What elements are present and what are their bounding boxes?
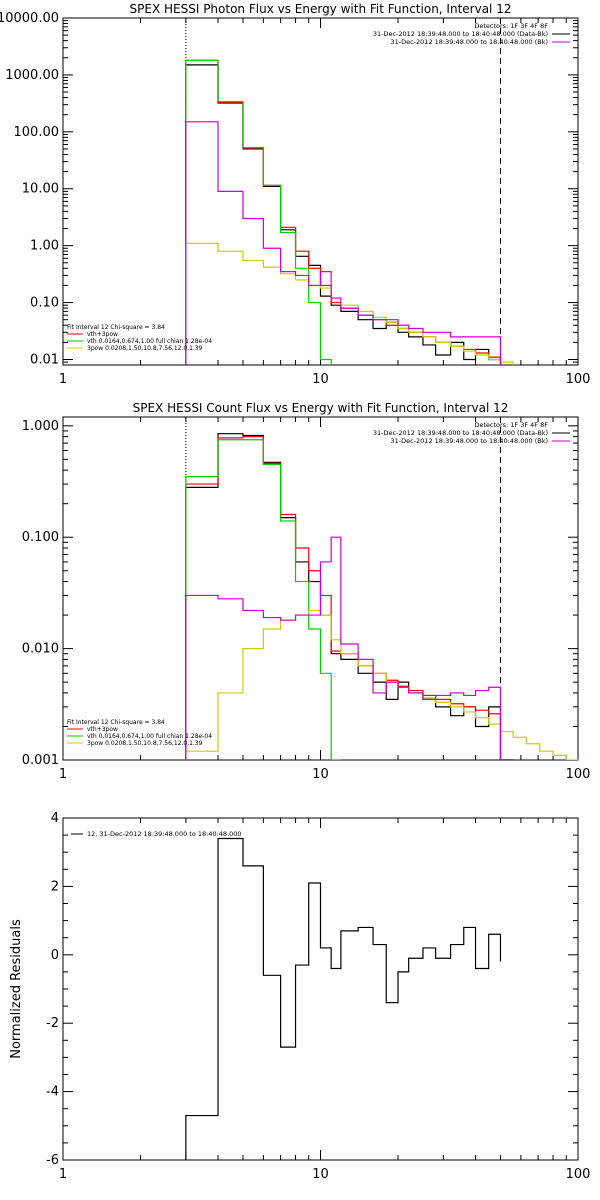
y-tick-label: 10.00 (22, 182, 59, 197)
x-tick-label: 100 (566, 372, 591, 387)
series-data-bk (185, 433, 514, 760)
y-tick-label: 1.000 (22, 419, 59, 434)
y-tick-label: 0.100 (22, 530, 59, 545)
y-axis-ticks (63, 17, 578, 366)
series-vth (185, 59, 332, 365)
y-tick-label: 0 (51, 948, 59, 963)
y-tick-label: 10000.00 (0, 11, 59, 26)
legend-entry: 31-Dec-2012 18:39:48.000 to 18:40:48.000… (373, 429, 548, 437)
y-tick-label: 0.01 (30, 352, 59, 367)
chart-panel-1: SPEX HESSI Photon Flux vs Energy with Fi… (0, 2, 590, 387)
y-tick-label: 1000.00 (5, 68, 59, 83)
legend-entry: Fit Interval 12 Chi-square = 3.84 (67, 719, 165, 726)
series-group (185, 433, 578, 760)
y-tick-label: 2 (51, 879, 59, 894)
series-vth-3pow (185, 436, 502, 760)
y-tick-label: -4 (46, 1085, 59, 1100)
series-3pow (185, 242, 514, 365)
plot-frame (62, 817, 579, 1161)
series-vth (185, 439, 342, 760)
y-tick-label: 100.00 (14, 125, 60, 140)
x-tick-label: 1 (59, 767, 67, 782)
legend-entry: 3pow 0.0208,1.50,10.8,7.56,12.0,1.39 (87, 740, 203, 747)
y-tick-label: -2 (46, 1016, 59, 1031)
x-axis-ticks (62, 818, 567, 1160)
x-tick-label: 1 (59, 1167, 67, 1182)
y-axis-ticks (63, 817, 578, 1161)
series-3pow (185, 609, 578, 760)
legend-entry: vth+3pow (87, 726, 118, 733)
y-axis-label: Normalized Residuals (9, 919, 24, 1059)
legend-entry: 31-Dec-2012 18:39:48.000 to 18:40:48.000… (373, 30, 548, 38)
legend-entry: vth+3pow (87, 331, 118, 338)
y-tick-label: 0.010 (22, 642, 59, 657)
legend-entry: Detectors: 1F 3F 4F 8F (474, 421, 548, 429)
chart-panel-3: Normalized Residuals 1 10 100 4 2 0 -2 -4 -6 12. 3… (9, 811, 590, 1182)
y-tick-label: -6 (46, 1153, 59, 1168)
series-residuals (185, 837, 502, 1160)
series-group (185, 837, 502, 1160)
legend-entry: Detectors: 1F 3F 4F 8F (474, 22, 548, 30)
y-tick-label: 4 (51, 811, 59, 826)
x-axis-ticks (62, 417, 567, 760)
series-data-bk (185, 64, 502, 365)
legend-entry: 12. 31-Dec-2012 18:39:48.000 to 18:40:48… (87, 830, 242, 838)
series-group (185, 59, 514, 365)
x-tick-label: 100 (566, 1167, 591, 1182)
chart-panel-2: SPEX HESSI Count Flux vs Energy with Fit… (22, 401, 591, 782)
x-tick-label: 10 (312, 767, 329, 782)
legend-entry: Fit Interval 12 Chi-square = 3.84 (67, 324, 165, 331)
x-tick-label: 100 (566, 767, 591, 782)
series-bk (185, 121, 502, 365)
y-tick-label: 1.00 (30, 239, 59, 254)
x-tick-label: 10 (312, 372, 329, 387)
legend-entry: 31-Dec-2012 18:39:48.000 to 18:40:48.000… (391, 38, 549, 46)
x-axis-ticks (62, 18, 567, 365)
legend-entry: vth 0.0164,0.674,1.00 full chian 1.28e-0… (87, 733, 212, 740)
legend-entry: 3pow 0.0208,1.50,10.8,7.56,12.0,1.39 (87, 345, 203, 352)
chart-title: SPEX HESSI Photon Flux vs Energy with Fi… (130, 2, 512, 16)
y-tick-label: 0.10 (30, 296, 59, 311)
legend-entry: vth 0.0164,0.674,1.00 full chian 1.28e-0… (87, 338, 212, 345)
x-tick-label: 10 (312, 1167, 329, 1182)
chart-title: SPEX HESSI Count Flux vs Energy with Fit… (133, 401, 509, 415)
legend-entry: 31-Dec-2012 18:39:48.000 to 18:40:48.000… (391, 437, 549, 445)
x-tick-label: 1 (59, 372, 67, 387)
y-tick-label: 0.001 (22, 753, 59, 768)
series-bk (185, 536, 502, 760)
